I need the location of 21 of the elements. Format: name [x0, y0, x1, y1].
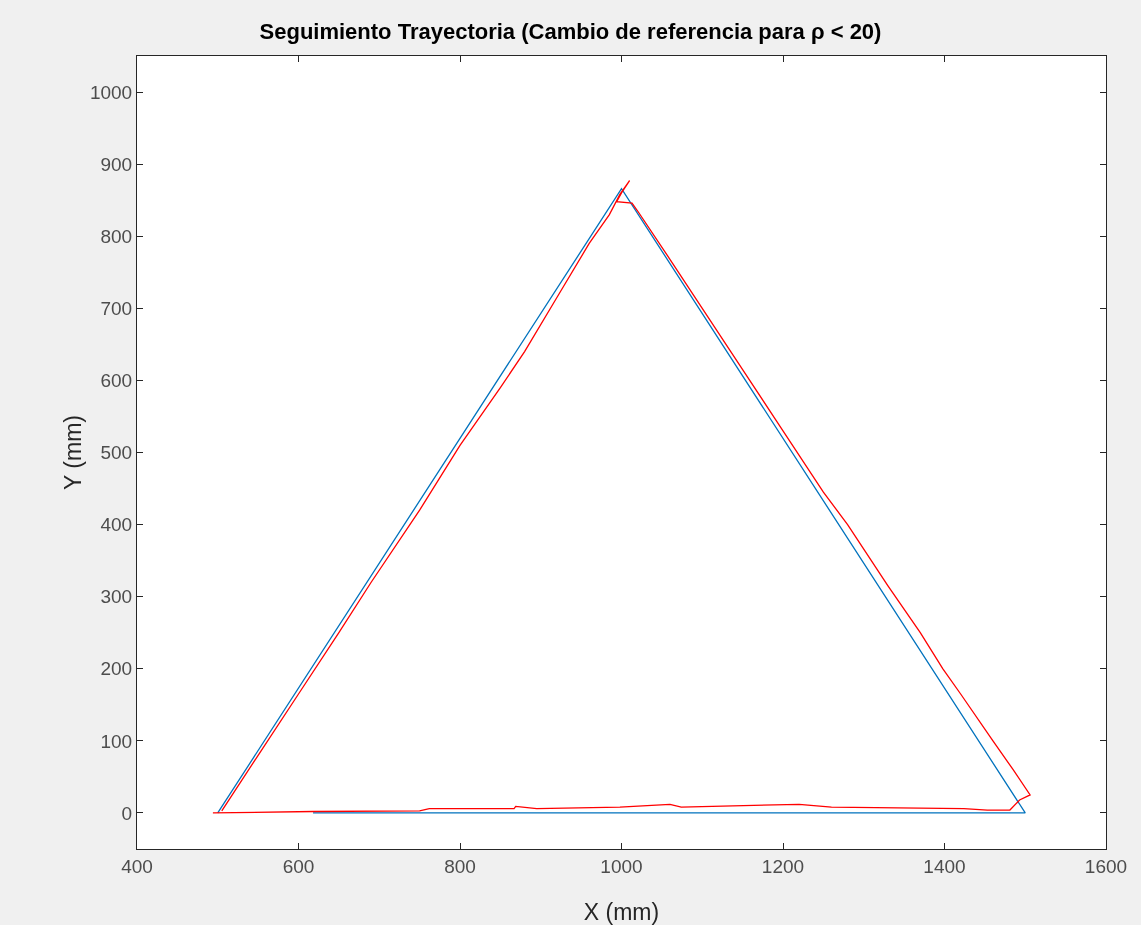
y-tick-label: 500 — [100, 442, 133, 464]
y-tick-label: 1000 — [89, 81, 133, 103]
y-tick-label: 300 — [100, 586, 133, 608]
y-tick-label: 900 — [100, 153, 133, 175]
x-tick-label: 400 — [121, 855, 153, 877]
y-tick-label: 200 — [100, 658, 133, 680]
y-tick-label: 700 — [100, 297, 133, 319]
chart-title: Seguimiento Trayectoria (Cambio de referencia para ρ < 20) — [259, 18, 882, 44]
y-tick-label: 400 — [100, 514, 133, 536]
x-tick-label: 1400 — [923, 855, 966, 877]
x-tick-label: 600 — [282, 855, 315, 877]
y-tick-label: 0 — [121, 802, 133, 824]
x-tick-label: 1000 — [600, 855, 643, 877]
x-tick-label: 1600 — [1084, 855, 1128, 877]
x-axis-title: X (mm) — [583, 899, 660, 925]
x-tick-label: 1200 — [761, 855, 805, 877]
y-tick-label: 600 — [100, 370, 133, 392]
y-tick-label: 800 — [100, 225, 133, 247]
x-tick-label: 800 — [444, 855, 476, 877]
y-axis-title: Y (mm) — [60, 415, 86, 490]
y-tick-label: 100 — [100, 730, 133, 752]
